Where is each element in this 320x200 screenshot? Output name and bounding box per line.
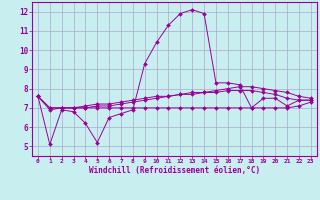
X-axis label: Windchill (Refroidissement éolien,°C): Windchill (Refroidissement éolien,°C): [89, 166, 260, 175]
